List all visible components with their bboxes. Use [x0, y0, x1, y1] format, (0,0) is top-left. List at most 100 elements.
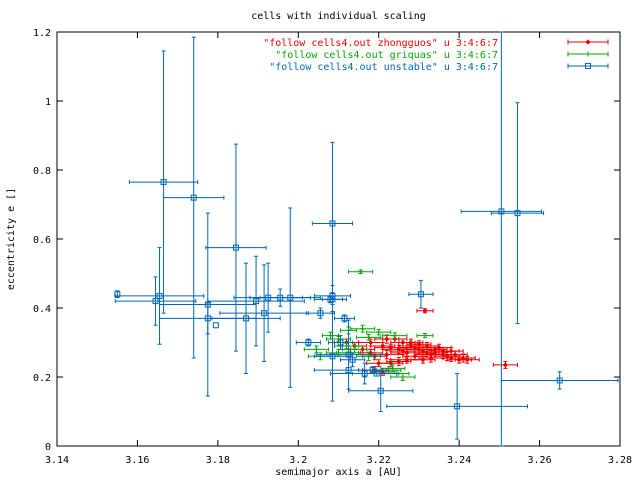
data-marker [448, 348, 454, 354]
y-tick-label: 0.6 [33, 235, 51, 246]
data-point [366, 328, 392, 336]
data-point [329, 362, 400, 385]
data-marker [152, 298, 159, 305]
data-point [390, 373, 416, 381]
data-point [450, 353, 476, 363]
data-point [350, 324, 376, 333]
data-marker [358, 269, 364, 275]
data-marker [160, 179, 167, 186]
data-marker [498, 208, 505, 215]
data-marker [388, 360, 394, 366]
x-tick-label: 3.24 [447, 455, 471, 466]
data-point [259, 207, 321, 388]
data-marker [341, 315, 348, 322]
x-tick-label: 3.26 [528, 455, 552, 466]
data-marker [313, 346, 319, 352]
data-point [305, 307, 335, 319]
data-point [211, 262, 281, 375]
data-marker [422, 308, 428, 314]
data-marker [156, 292, 163, 299]
data-marker [329, 353, 336, 360]
data-point [114, 247, 205, 345]
data-point [438, 347, 464, 356]
data-point [340, 352, 366, 368]
data-marker [428, 355, 434, 361]
data-point [454, 355, 480, 364]
y-tick-label: 1 [45, 97, 51, 108]
data-point [348, 369, 414, 412]
data-point [382, 332, 408, 339]
data-marker [317, 310, 324, 317]
data-marker [390, 365, 396, 371]
data-point [500, 371, 619, 390]
data-marker [253, 298, 260, 305]
y-tick-label: 0.4 [33, 304, 51, 315]
data-marker [404, 357, 410, 363]
data-marker [440, 352, 446, 358]
data-point [321, 331, 339, 340]
data-marker [261, 310, 268, 317]
data-point [460, 31, 543, 447]
data-marker [384, 336, 390, 342]
plot-area-border [56, 31, 621, 447]
data-marker [190, 194, 197, 201]
data-point [492, 360, 518, 369]
data-marker [396, 358, 402, 365]
data-marker [305, 339, 312, 346]
legend-marker [585, 63, 591, 69]
series-3 [114, 31, 619, 447]
chart-title: cells with individual scaling [251, 11, 426, 22]
data-marker [232, 244, 239, 251]
data-point [348, 269, 374, 275]
data-marker [345, 351, 352, 358]
data-marker [337, 339, 344, 346]
data-marker [464, 357, 470, 363]
data-point [342, 345, 368, 354]
data-point [114, 276, 197, 326]
data-point [358, 366, 388, 375]
data-marker [502, 362, 508, 368]
data-point [207, 255, 305, 347]
series-layer [114, 31, 619, 447]
data-marker [412, 353, 418, 359]
data-point [356, 334, 382, 341]
data-marker [212, 322, 219, 329]
x-tick-label: 3.14 [45, 455, 69, 466]
data-marker [360, 326, 366, 332]
data-marker [352, 346, 358, 352]
legend-label: "follow cells4.out griquas" u 3:4:6:7 [275, 50, 498, 61]
x-tick-label: 3.16 [125, 455, 149, 466]
data-marker [424, 343, 430, 349]
data-point [315, 319, 382, 390]
series-1 [333, 308, 518, 376]
data-marker [377, 387, 384, 394]
data-marker [454, 403, 461, 410]
data-point [408, 279, 434, 309]
data-marker [556, 377, 563, 384]
data-point [159, 212, 257, 397]
y-tick-label: 0.2 [33, 373, 51, 384]
data-point [303, 345, 329, 354]
data-point [311, 141, 354, 306]
legend-label: "follow cells4.out zhongguos" u 3:4:6:7 [263, 38, 498, 49]
legend: "follow cells4.out zhongguos" u 3:4:6:7"… [263, 38, 609, 73]
series-2 [303, 269, 434, 381]
data-marker [422, 333, 428, 339]
data-marker [400, 374, 406, 380]
data-point [416, 308, 434, 314]
data-marker [361, 370, 368, 377]
legend-label: "follow cells4.out unstable" u 3:4:6:7 [269, 62, 498, 73]
data-point [128, 50, 199, 314]
data-marker [349, 356, 356, 363]
axes: 3.14 3.16 3.18 3.2 3.22 3.24 3.26 3.28 0 0.2 0.4 0.… [33, 28, 632, 466]
data-marker [376, 329, 382, 335]
data-point [313, 310, 352, 402]
data-marker [243, 315, 250, 322]
data-point [163, 36, 225, 359]
x-tick-label: 3.2 [289, 455, 307, 466]
data-marker [417, 291, 424, 298]
y-tick-label: 1.2 [33, 28, 51, 39]
data-marker [369, 367, 376, 374]
data-marker [514, 210, 521, 217]
data-point [295, 338, 321, 347]
